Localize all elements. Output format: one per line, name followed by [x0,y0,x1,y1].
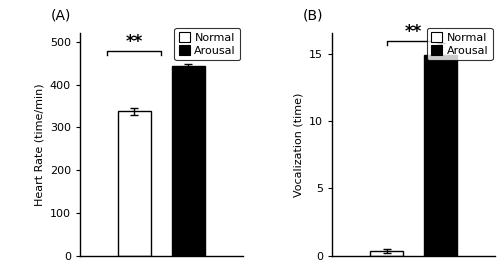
Text: (B): (B) [303,8,324,22]
Bar [370,251,403,256]
Y-axis label: Vocalization (time): Vocalization (time) [294,92,304,197]
Text: (A): (A) [50,8,71,22]
Legend: Normal, Arousal: Normal, Arousal [426,28,492,60]
Legend: Normal, Arousal: Normal, Arousal [174,28,240,60]
Bar [172,66,205,256]
Y-axis label: Heart Rate (time/min): Heart Rate (time/min) [34,83,44,206]
Text: **: ** [126,33,143,51]
Bar [424,55,457,256]
Text: **: ** [405,23,422,41]
Bar [118,111,150,256]
